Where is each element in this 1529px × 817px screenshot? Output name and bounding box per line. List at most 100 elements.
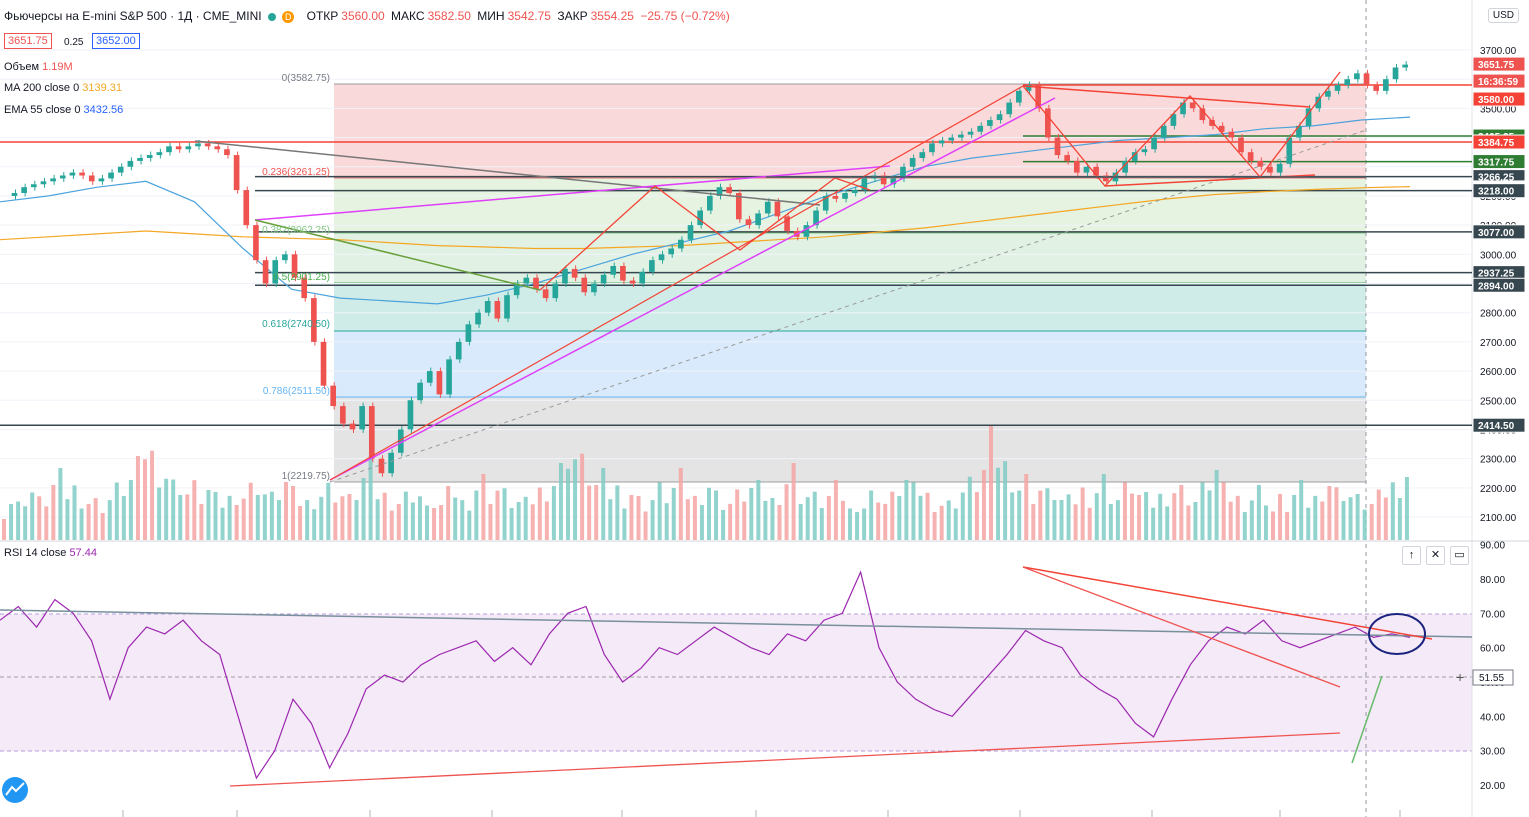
volume-bar: [1348, 497, 1353, 540]
candle-body: [59, 175, 66, 179]
volume-bar: [375, 499, 380, 540]
volume-bar: [305, 500, 310, 540]
volume-bar: [1080, 487, 1085, 540]
candle-body: [1141, 149, 1148, 153]
trendlines[interactable]: [194, 71, 1367, 483]
volume-bar: [199, 504, 204, 540]
volume-bar: [220, 507, 225, 540]
currency-button[interactable]: USD: [1487, 8, 1519, 23]
candle-body: [1209, 120, 1215, 126]
candle-body: [455, 341, 462, 360]
candle-body: [484, 301, 491, 313]
volume-bar: [354, 500, 359, 540]
price-tag: 3317.75: [1478, 158, 1515, 169]
candle-body: [117, 166, 124, 173]
candle-body: [774, 201, 781, 217]
volume-bar: [890, 491, 895, 540]
volume-bar: [925, 492, 930, 540]
bid-price-box[interactable]: 3651.75: [4, 33, 52, 49]
volume-bar: [157, 487, 162, 540]
price-tag: 16:36:59: [1478, 77, 1518, 88]
volume-bar: [206, 490, 211, 540]
candle-body: [938, 140, 945, 144]
volume-bar: [1151, 507, 1156, 540]
candle-body: [1064, 155, 1070, 161]
candle-body: [562, 268, 568, 284]
volume-bar: [833, 480, 838, 540]
candle-body: [958, 134, 964, 138]
rsi-axis-label: 20.00: [1480, 781, 1505, 792]
ma-legend[interactable]: MA 200 close 0 3139.31: [4, 82, 123, 94]
volume-bar: [883, 503, 888, 540]
candle-body: [813, 210, 819, 226]
ask-price-box[interactable]: 3652.00: [92, 33, 140, 49]
volume-bar: [1031, 504, 1036, 540]
ema-legend[interactable]: EMA 55 close 0 3432.56: [4, 104, 124, 116]
price-tag: 3218.00: [1478, 187, 1515, 198]
volume-bar: [164, 478, 169, 540]
volume-bar: [1144, 492, 1149, 540]
candle-body: [291, 254, 298, 278]
candle-body: [320, 341, 327, 386]
volume-bars: [2, 426, 1409, 540]
volume-bar: [784, 484, 789, 540]
volume-bar: [234, 505, 239, 540]
volume-bar: [382, 492, 387, 540]
price-tag-bg: [1472, 91, 1526, 107]
candle-body: [929, 143, 935, 153]
fibonacci-retracement[interactable]: [334, 83, 1366, 483]
volume-bar: [86, 504, 91, 540]
volume-bar: [460, 500, 465, 540]
move-pane-up-icon[interactable]: ↑: [1402, 546, 1421, 565]
maximize-pane-icon[interactable]: ▭: [1450, 546, 1469, 565]
candle-body: [1286, 137, 1293, 164]
candle-body: [1122, 160, 1128, 173]
candle-body: [204, 143, 211, 147]
volume-bar: [213, 492, 218, 540]
volume-bar: [495, 490, 500, 540]
candle-body: [1276, 163, 1283, 173]
candle-body: [127, 160, 134, 167]
volume-bar: [1341, 501, 1346, 540]
volume-bar: [1122, 482, 1127, 540]
rsi-trendlines[interactable]: [0, 566, 1473, 787]
volume-bar: [551, 486, 556, 540]
candle-body: [658, 254, 665, 261]
candle-body: [745, 219, 752, 226]
candle-body: [30, 184, 37, 188]
candle-body: [1189, 102, 1196, 109]
fib-label: 0(3582.75): [282, 73, 330, 84]
volume-bar: [1278, 494, 1283, 540]
volume-bar: [1038, 490, 1043, 540]
volume-bar: [714, 490, 719, 540]
volume-bar: [347, 494, 352, 540]
volume-bar: [812, 491, 817, 540]
candle-body: [156, 152, 163, 156]
candle-body: [716, 187, 723, 196]
rsi-axis-label: 90.00: [1480, 541, 1505, 552]
volume-bar: [100, 513, 105, 540]
volume-bar: [530, 504, 535, 540]
volume-legend[interactable]: Объем 1.19M: [4, 61, 73, 73]
volume-bar: [911, 482, 916, 540]
rsi-legend[interactable]: RSI 14 close 57.44: [4, 547, 97, 559]
volume-bar: [446, 486, 451, 540]
candle-body: [253, 225, 259, 261]
volume-bar: [1383, 497, 1388, 540]
fib-label: 0.786(2511.50): [263, 386, 330, 397]
candle-body: [504, 295, 510, 319]
rsi-axis-label: 80.00: [1480, 575, 1505, 586]
fib-labels: 0(3582.75) 0.236(3261.25) 0.382(3062.25) 0.…: [262, 73, 330, 482]
candle-body: [494, 301, 501, 319]
volume-bar: [1066, 494, 1071, 540]
volume-bar: [1228, 501, 1233, 540]
candle-body: [571, 268, 578, 278]
close-pane-icon[interactable]: ✕: [1426, 546, 1445, 565]
volume-bar: [678, 468, 683, 540]
symbol-title[interactable]: Фьючерсы на E-mini S&P 500 · 1Д · CME_MI…: [4, 9, 262, 23]
volume-bar: [629, 495, 634, 540]
candle-body: [417, 382, 423, 401]
volume-bar: [474, 490, 479, 540]
volume-bar: [650, 500, 655, 540]
